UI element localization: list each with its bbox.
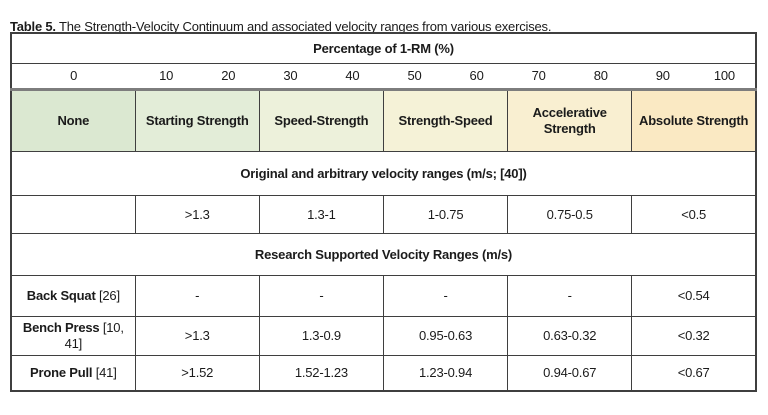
- original-value-cell: <0.5: [631, 194, 757, 234]
- zone-cell-absolute-strength: Absolute Strength: [631, 87, 757, 152]
- velocity-value-cell: 1.23-0.94: [382, 354, 509, 392]
- original-ranges-header-cell: Original and arbitrary velocity ranges (…: [10, 150, 757, 196]
- original-value-empty: [10, 194, 136, 234]
- velocity-value-cell: <0.67: [631, 354, 757, 392]
- original-value-cell: 1-0.75: [382, 194, 509, 234]
- velocity-value-cell: -: [258, 274, 384, 317]
- percent-header-row: Percentage of 1-RM (%): [10, 32, 757, 64]
- velocity-value-cell: >1.3: [134, 315, 260, 356]
- research-ranges-header-row: Research Supported Velocity Ranges (m/s): [10, 232, 757, 276]
- research-ranges-header-cell: Research Supported Velocity Ranges (m/s): [10, 232, 757, 276]
- table-caption-label: Table 5.: [10, 19, 56, 34]
- percent-tick-70: 70: [507, 62, 570, 89]
- velocity-value-cell: 0.63-0.32: [507, 315, 633, 356]
- exercise-row-prone-pull: Prone Pull [41] >1.52 1.52-1.23 1.23-0.9…: [10, 354, 757, 392]
- exercise-name-cell: Prone Pull [41]: [10, 354, 136, 392]
- percent-tick-90: 90: [631, 62, 694, 89]
- original-value-cell: >1.3: [134, 194, 260, 234]
- original-ranges-header-row: Original and arbitrary velocity ranges (…: [10, 150, 757, 196]
- original-ranges-values-row: >1.3 1.3-1 1-0.75 0.75-0.5 <0.5: [10, 194, 757, 234]
- table-caption-text: The Strength-Velocity Continuum and asso…: [55, 19, 552, 34]
- velocity-value-cell: 0.95-0.63: [382, 315, 509, 356]
- exercise-row-back-squat: Back Squat [26] - - - - <0.54: [10, 274, 757, 317]
- zones-row: None Starting Strength Speed-Strength St…: [10, 87, 757, 152]
- exercise-ref: [10, 41]: [64, 319, 124, 351]
- velocity-value-cell: -: [507, 274, 633, 317]
- exercise-ref: [41]: [92, 364, 117, 380]
- zone-cell-accelerative-strength: Accelerative Strength: [507, 87, 633, 152]
- zone-cell-starting-strength: Starting Strength: [134, 87, 260, 152]
- percent-tick-30: 30: [259, 62, 322, 89]
- velocity-value-cell: 1.52-1.23: [258, 354, 384, 392]
- velocity-value-cell: -: [382, 274, 509, 317]
- velocity-value-cell: <0.32: [631, 315, 757, 356]
- strength-velocity-table: Percentage of 1-RM (%) 0 10 20 30 40 50 …: [10, 32, 757, 392]
- exercise-name: Bench Press: [22, 319, 100, 335]
- exercise-name-cell: Back Squat [26]: [10, 274, 136, 317]
- percent-tick-60: 60: [445, 62, 508, 89]
- percent-tick-10: 10: [135, 62, 198, 89]
- original-value-cell: 1.3-1: [258, 194, 384, 234]
- exercise-name: Back Squat: [26, 287, 96, 303]
- percent-tick-100: 100: [693, 62, 756, 89]
- exercise-name: Prone Pull: [30, 364, 93, 380]
- velocity-value-cell: 1.3-0.9: [258, 315, 384, 356]
- zone-cell-speed-strength: Speed-Strength: [258, 87, 384, 152]
- zone-cell-none: None: [10, 87, 136, 152]
- percent-tick-40: 40: [321, 62, 384, 89]
- exercise-row-bench-press: Bench Press [10, 41] >1.3 1.3-0.9 0.95-0…: [10, 315, 757, 356]
- exercise-name-cell: Bench Press [10, 41]: [10, 315, 136, 356]
- zone-cell-strength-speed: Strength-Speed: [382, 87, 509, 152]
- percent-header-cell: Percentage of 1-RM (%): [10, 32, 757, 64]
- velocity-value-cell: 0.94-0.67: [507, 354, 633, 392]
- velocity-value-cell: <0.54: [631, 274, 757, 317]
- percent-tick-20: 20: [197, 62, 260, 89]
- exercise-ref: [26]: [95, 287, 120, 303]
- percent-tick-0: 0: [11, 62, 136, 89]
- percent-ticks-row: 0 10 20 30 40 50 60 70 80 90 100: [11, 62, 756, 89]
- velocity-value-cell: >1.52: [134, 354, 260, 392]
- table-caption: Table 5. The Strength-Velocity Continuum…: [10, 18, 758, 36]
- percent-tick-50: 50: [383, 62, 446, 89]
- original-value-cell: 0.75-0.5: [507, 194, 633, 234]
- percent-tick-80: 80: [569, 62, 632, 89]
- velocity-value-cell: -: [134, 274, 260, 317]
